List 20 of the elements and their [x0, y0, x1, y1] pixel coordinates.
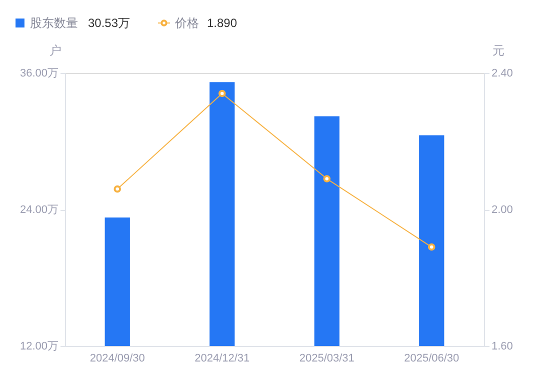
y2-tick-label: 1.60 — [492, 340, 513, 352]
y-tick-label: 12.00万 — [20, 340, 58, 352]
y-axis-title: 户 — [50, 44, 62, 58]
x-tick-label: 2024/12/31 — [194, 352, 250, 364]
point — [114, 185, 122, 193]
x-tick-label: 2024/09/30 — [90, 352, 145, 364]
legend-label: 股东数量 — [30, 16, 78, 30]
legend-label: 价格 — [174, 16, 199, 30]
point — [428, 243, 436, 251]
point — [323, 175, 331, 182]
text: 1.890 — [207, 16, 238, 30]
y-tick-label: 24.00万 — [20, 204, 58, 216]
x-tick-label: 2025/06/30 — [404, 352, 460, 364]
y2-tick-label: 2.00 — [492, 204, 513, 216]
point — [218, 90, 226, 98]
y2-axis-title: 元 — [492, 44, 504, 58]
text: 30.53万 — [88, 16, 130, 30]
x-tick-label: 2025/03/31 — [299, 352, 354, 364]
y-tick-label: 36.00万 — [20, 68, 58, 80]
y2-tick-label: 2.40 — [492, 68, 513, 80]
